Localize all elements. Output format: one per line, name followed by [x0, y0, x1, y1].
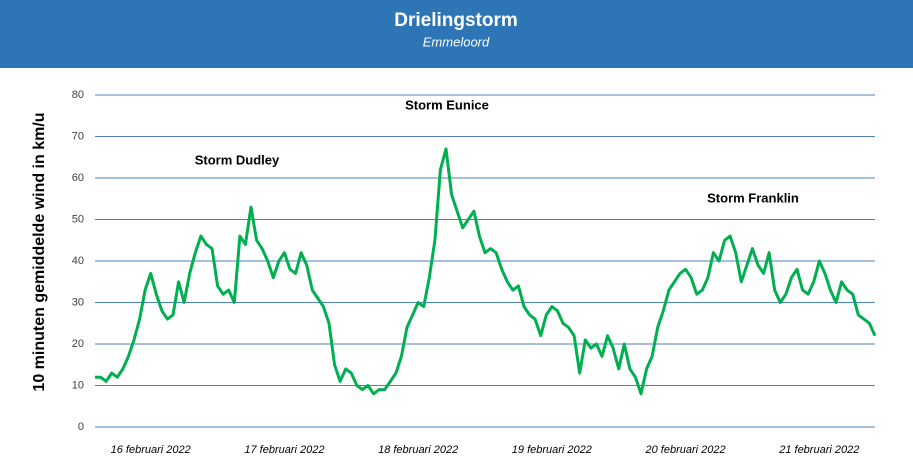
- chart-subtitle: Emmeloord: [423, 34, 490, 49]
- annotation: Storm Eunice: [405, 97, 489, 112]
- y-tick-label: 40: [72, 255, 84, 267]
- y-tick-label: 20: [72, 338, 84, 350]
- annotation: Storm Franklin: [707, 190, 799, 205]
- x-tick-label: 19 februari 2022: [512, 444, 592, 456]
- header-bar: [0, 0, 913, 68]
- annotation: Storm Dudley: [195, 152, 280, 167]
- y-axis-label: 10 minuten gemiddelde wind in km/u: [31, 112, 48, 391]
- y-tick-label: 80: [72, 89, 84, 101]
- x-tick-label: 16 februari 2022: [111, 444, 191, 456]
- y-tick-label: 60: [72, 172, 84, 184]
- x-tick-label: 18 februari 2022: [378, 444, 458, 456]
- y-tick-label: 50: [72, 213, 84, 225]
- x-tick-label: 21 februari 2022: [778, 444, 859, 456]
- chart-title: Drielingstorm: [394, 10, 518, 31]
- x-tick-label: 17 februari 2022: [244, 444, 324, 456]
- y-tick-label: 0: [78, 421, 84, 433]
- y-tick-label: 70: [72, 130, 84, 142]
- x-tick-label: 20 februari 2022: [645, 444, 726, 456]
- y-tick-label: 10: [72, 379, 84, 391]
- data-line: [95, 147, 877, 396]
- y-tick-label: 30: [72, 296, 84, 308]
